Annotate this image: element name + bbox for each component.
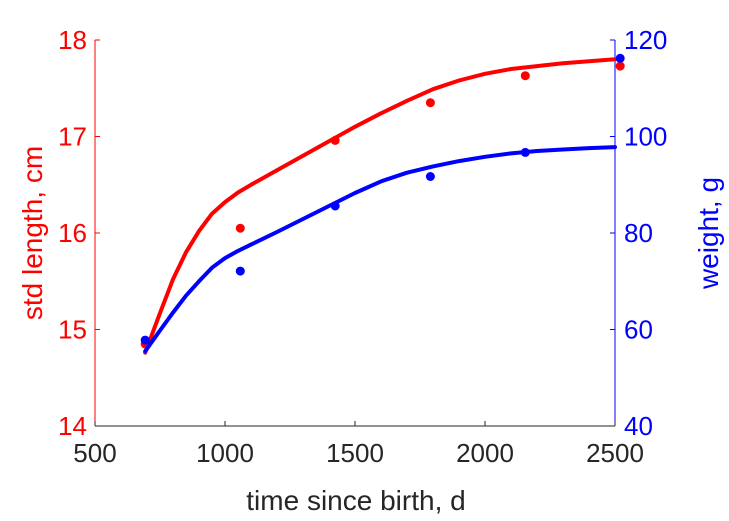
left-tick-label: 14 bbox=[58, 411, 87, 441]
right-axis: 40 60 80 100 120 bbox=[610, 25, 667, 441]
right-tick-label: 120 bbox=[624, 25, 667, 55]
left-tick-label: 15 bbox=[58, 315, 87, 345]
series-layer bbox=[140, 53, 625, 355]
length-data-point bbox=[615, 61, 625, 71]
length-data-point bbox=[425, 98, 435, 108]
bottom-axis: 500 1000 1500 2000 2500 bbox=[73, 421, 644, 468]
x-tick-label: 2500 bbox=[586, 438, 644, 468]
x-tick-label: 500 bbox=[73, 438, 116, 468]
x-axis-title: time since birth, d bbox=[246, 485, 465, 516]
right-tick-label: 100 bbox=[624, 122, 667, 152]
left-tick-label: 18 bbox=[58, 25, 87, 55]
weight-data-point bbox=[425, 172, 435, 181]
weight-data-point bbox=[520, 147, 530, 157]
weight-data-point bbox=[235, 266, 245, 276]
left-tick-label: 16 bbox=[58, 218, 87, 248]
right-tick-label: 40 bbox=[624, 411, 653, 441]
weight-data-point bbox=[330, 201, 340, 211]
right-axis-title: weight, g bbox=[693, 177, 724, 290]
x-tick-label: 1500 bbox=[326, 438, 384, 468]
length-data-point bbox=[330, 135, 340, 145]
weight-data-point bbox=[140, 335, 150, 345]
length-data-point bbox=[520, 71, 530, 81]
left-axis: 14 15 16 17 18 bbox=[58, 25, 100, 441]
length-data-point bbox=[235, 223, 245, 233]
x-tick-label: 1000 bbox=[196, 438, 254, 468]
weight-data-point bbox=[615, 53, 625, 63]
right-tick-label: 80 bbox=[624, 218, 653, 248]
x-tick-label: 2000 bbox=[456, 438, 514, 468]
weight-fit-curve bbox=[143, 145, 617, 354]
length-fit-curve bbox=[143, 57, 617, 355]
left-tick-label: 17 bbox=[58, 122, 87, 152]
right-tick-label: 60 bbox=[624, 315, 653, 345]
left-axis-title: std length, cm bbox=[17, 146, 48, 320]
